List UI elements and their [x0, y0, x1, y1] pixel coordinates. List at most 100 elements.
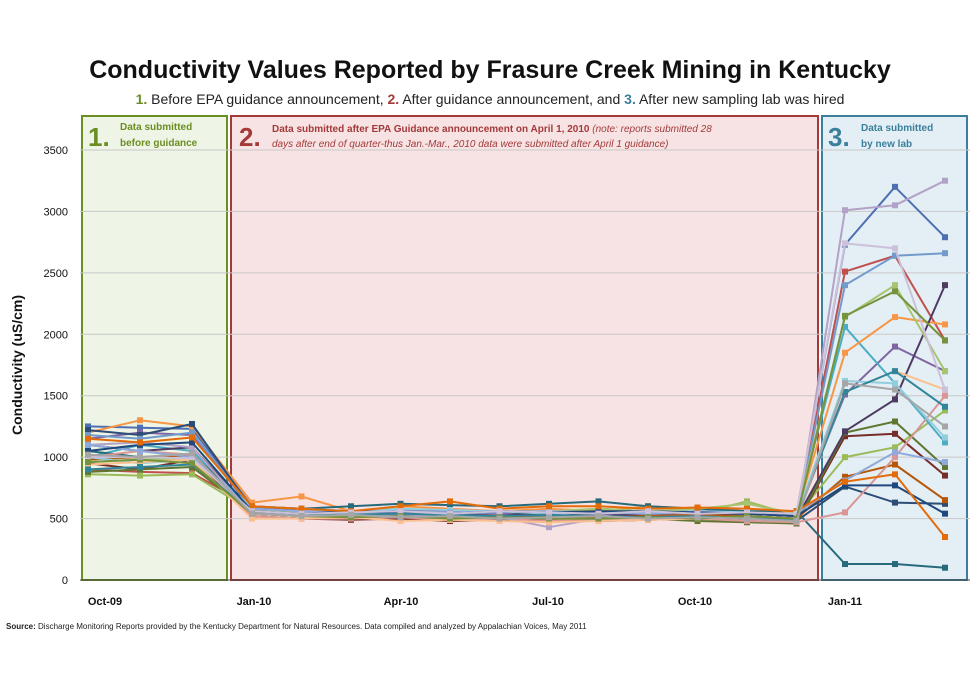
y-tick-label-2500: 2500	[44, 268, 68, 280]
chart-subtitle: 1. Before EPA guidance announcement, 2. …	[0, 91, 980, 107]
data-point-s21-Nov-09	[137, 439, 143, 446]
x-tick-label-Oct-10: Oct-10	[678, 596, 712, 608]
data-point-s10-Feb-11	[892, 396, 898, 403]
data-point-s1-Feb-11	[892, 183, 898, 190]
data-point-s11-Feb-11	[892, 561, 898, 568]
data-point-s10-Mar-11	[942, 282, 948, 289]
data-point-s1-Mar-11	[942, 234, 948, 241]
x-tick-label-Jan-10: Jan-10	[237, 596, 272, 608]
data-point-s6-Jan-11	[842, 349, 848, 356]
data-point-s3-Mar-11	[942, 407, 948, 414]
data-point-s6-Nov-09	[137, 417, 143, 424]
data-point-s24-Feb-11	[892, 288, 898, 295]
region-3-label-line2: by new lab	[861, 139, 912, 150]
data-point-s21-Oct-09	[85, 435, 91, 442]
data-point-s8-Feb-11	[892, 430, 898, 437]
y-tick-label-1000: 1000	[44, 452, 68, 464]
data-point-s6-Feb-10	[298, 493, 305, 500]
data-point-s13-Jan-11	[842, 282, 848, 289]
data-point-s3-Dec-09	[189, 471, 195, 478]
regions-layer	[81, 115, 968, 581]
y-tick-label-3000: 3000	[44, 206, 68, 218]
data-point-s24-Mar-11	[942, 337, 948, 344]
axis-layer: 0 500 1000 1500 2000 2500 3000 3500 Oct-09 Jan-10…	[9, 145, 970, 608]
data-point-s23-Dec-09	[189, 455, 195, 462]
data-point-s6-Feb-11	[892, 314, 898, 321]
data-point-s21-Mar-11	[942, 534, 948, 540]
region-2-box	[230, 115, 819, 581]
data-point-s22-Jan-11	[842, 389, 848, 396]
data-point-s23-Oct-10	[694, 510, 701, 517]
data-point-s22-Nov-09	[137, 463, 143, 470]
x-tick-label-Jan-11: Jan-11	[828, 596, 862, 608]
subtitle-text-3: After new sampling lab was hired	[635, 91, 845, 107]
data-point-s25-Feb-11	[892, 386, 898, 393]
data-point-s23-Nov-10	[744, 509, 750, 516]
region-1-number: 1.	[88, 122, 110, 152]
data-point-s19-Nov-09	[137, 448, 143, 454]
data-point-s25-Sep-10	[645, 515, 651, 522]
data-point-s25-Dec-09	[189, 450, 195, 457]
data-point-s19-Mar-11	[942, 459, 948, 466]
y-tick-label-2000: 2000	[44, 329, 68, 341]
data-point-s21-Aug-10	[595, 503, 602, 510]
data-point-s21-Feb-11	[892, 471, 898, 478]
data-point-s18-Jan-10	[249, 515, 255, 522]
data-point-s7-Nov-09	[137, 432, 143, 439]
data-point-s14-Jan-11	[842, 509, 848, 516]
data-point-s25-Jun-10	[496, 515, 503, 522]
data-point-s23-Sep-10	[645, 508, 651, 515]
data-point-s15-Feb-11	[892, 282, 898, 289]
data-point-s11-Mar-10	[348, 503, 354, 510]
data-point-s22-Feb-11	[892, 368, 898, 375]
data-point-s7-Feb-11	[892, 499, 898, 506]
data-point-s21-Apr-10	[397, 503, 404, 510]
data-point-s24-Oct-09	[85, 459, 91, 466]
data-point-s20-Feb-11	[892, 482, 898, 489]
data-point-s6-Mar-11	[942, 321, 948, 328]
data-point-s18-Apr-10	[397, 518, 404, 525]
data-point-s21-Jul-10	[546, 503, 552, 510]
x-tick-label-Apr-10: Apr-10	[384, 596, 419, 608]
data-point-s20-Mar-11	[942, 510, 948, 517]
data-point-s25-Nov-10	[744, 515, 750, 522]
region-label-layer: 1. Data submitted before guidance 2. Data su…	[88, 122, 933, 152]
source-label: Source:	[6, 622, 36, 631]
region-3-label-line1: Data submitted	[861, 123, 933, 134]
data-point-s25-Mar-10	[348, 511, 354, 518]
data-point-s21-Feb-10	[298, 505, 305, 512]
region-1-label-line1: Data submitted	[120, 122, 192, 133]
data-point-s9-Mar-11	[942, 463, 948, 470]
data-point-s11-Aug-10	[595, 498, 602, 505]
data-point-s18-Jul-10	[546, 519, 552, 526]
data-point-s23-Apr-10	[397, 508, 404, 515]
data-point-s3-Nov-09	[137, 472, 143, 479]
data-point-s11-Mar-11	[942, 564, 948, 571]
data-point-s3-Jan-11	[842, 454, 848, 461]
data-point-s25-Mar-11	[942, 423, 948, 430]
data-point-s25-Oct-09	[85, 451, 91, 458]
data-point-s1-Oct-09	[85, 423, 91, 430]
data-point-s25-Jan-10	[249, 510, 255, 517]
region-3-number: 3.	[828, 122, 850, 152]
subtitle-text-1: Before EPA guidance announcement,	[147, 91, 388, 107]
data-point-s15-Nov-10	[744, 500, 750, 507]
y-tick-label-3500: 3500	[44, 145, 68, 157]
data-point-s21-Jan-10	[249, 503, 255, 510]
data-point-s19-Feb-11	[892, 449, 898, 456]
data-point-s14-Mar-11	[942, 392, 948, 399]
data-point-s8-Jan-11	[842, 433, 848, 440]
data-point-s5-Mar-11	[942, 439, 948, 446]
data-point-s7-Dec-09	[189, 420, 195, 427]
data-point-s13-Dec-09	[189, 429, 195, 436]
data-point-s25-Feb-10	[298, 513, 305, 520]
region-2-label-line1: Data submitted after EPA Guidance announ…	[272, 124, 712, 135]
data-point-s23-Feb-11	[892, 245, 898, 252]
data-point-s10-Jan-11	[842, 428, 848, 435]
data-point-s3-Feb-11	[892, 444, 898, 451]
data-point-s13-Nov-09	[137, 435, 143, 442]
data-point-s13-Feb-11	[892, 252, 898, 259]
source-note: Source: Discharge Monitoring Reports pro…	[6, 622, 587, 631]
data-point-s16-Feb-11	[892, 202, 898, 209]
x-tick-label-Jul-10: Jul-10	[532, 596, 564, 608]
